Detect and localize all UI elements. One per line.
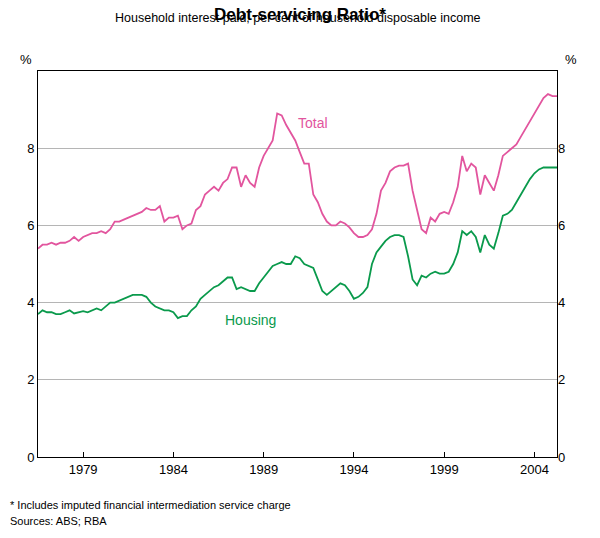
svg-text:1979: 1979 <box>69 462 98 477</box>
svg-text:1989: 1989 <box>249 462 278 477</box>
svg-text:1984: 1984 <box>159 462 188 477</box>
svg-text:0: 0 <box>27 450 34 465</box>
svg-text:%: % <box>565 52 577 67</box>
svg-text:8: 8 <box>27 141 34 156</box>
svg-text:%: % <box>20 52 32 67</box>
svg-text:1999: 1999 <box>430 462 459 477</box>
svg-text:Household interest paid, per c: Household interest paid, per cent of hou… <box>115 11 481 25</box>
svg-text:2: 2 <box>27 372 34 387</box>
svg-text:8: 8 <box>558 141 565 156</box>
svg-text:* Includes imputed financial i: * Includes imputed financial intermediat… <box>10 499 291 511</box>
svg-text:Total: Total <box>298 115 328 131</box>
svg-text:Housing: Housing <box>225 312 276 328</box>
svg-text:4: 4 <box>558 295 565 310</box>
svg-text:0: 0 <box>558 450 565 465</box>
svg-text:4: 4 <box>27 295 34 310</box>
svg-text:1994: 1994 <box>339 462 368 477</box>
svg-text:2: 2 <box>558 372 565 387</box>
svg-text:6: 6 <box>27 218 34 233</box>
svg-text:Sources: ABS; RBA: Sources: ABS; RBA <box>10 515 107 527</box>
svg-text:6: 6 <box>558 218 565 233</box>
svg-text:2004: 2004 <box>520 462 549 477</box>
svg-text:Debt-servicing Ratio*: Debt-servicing Ratio* <box>214 5 386 24</box>
